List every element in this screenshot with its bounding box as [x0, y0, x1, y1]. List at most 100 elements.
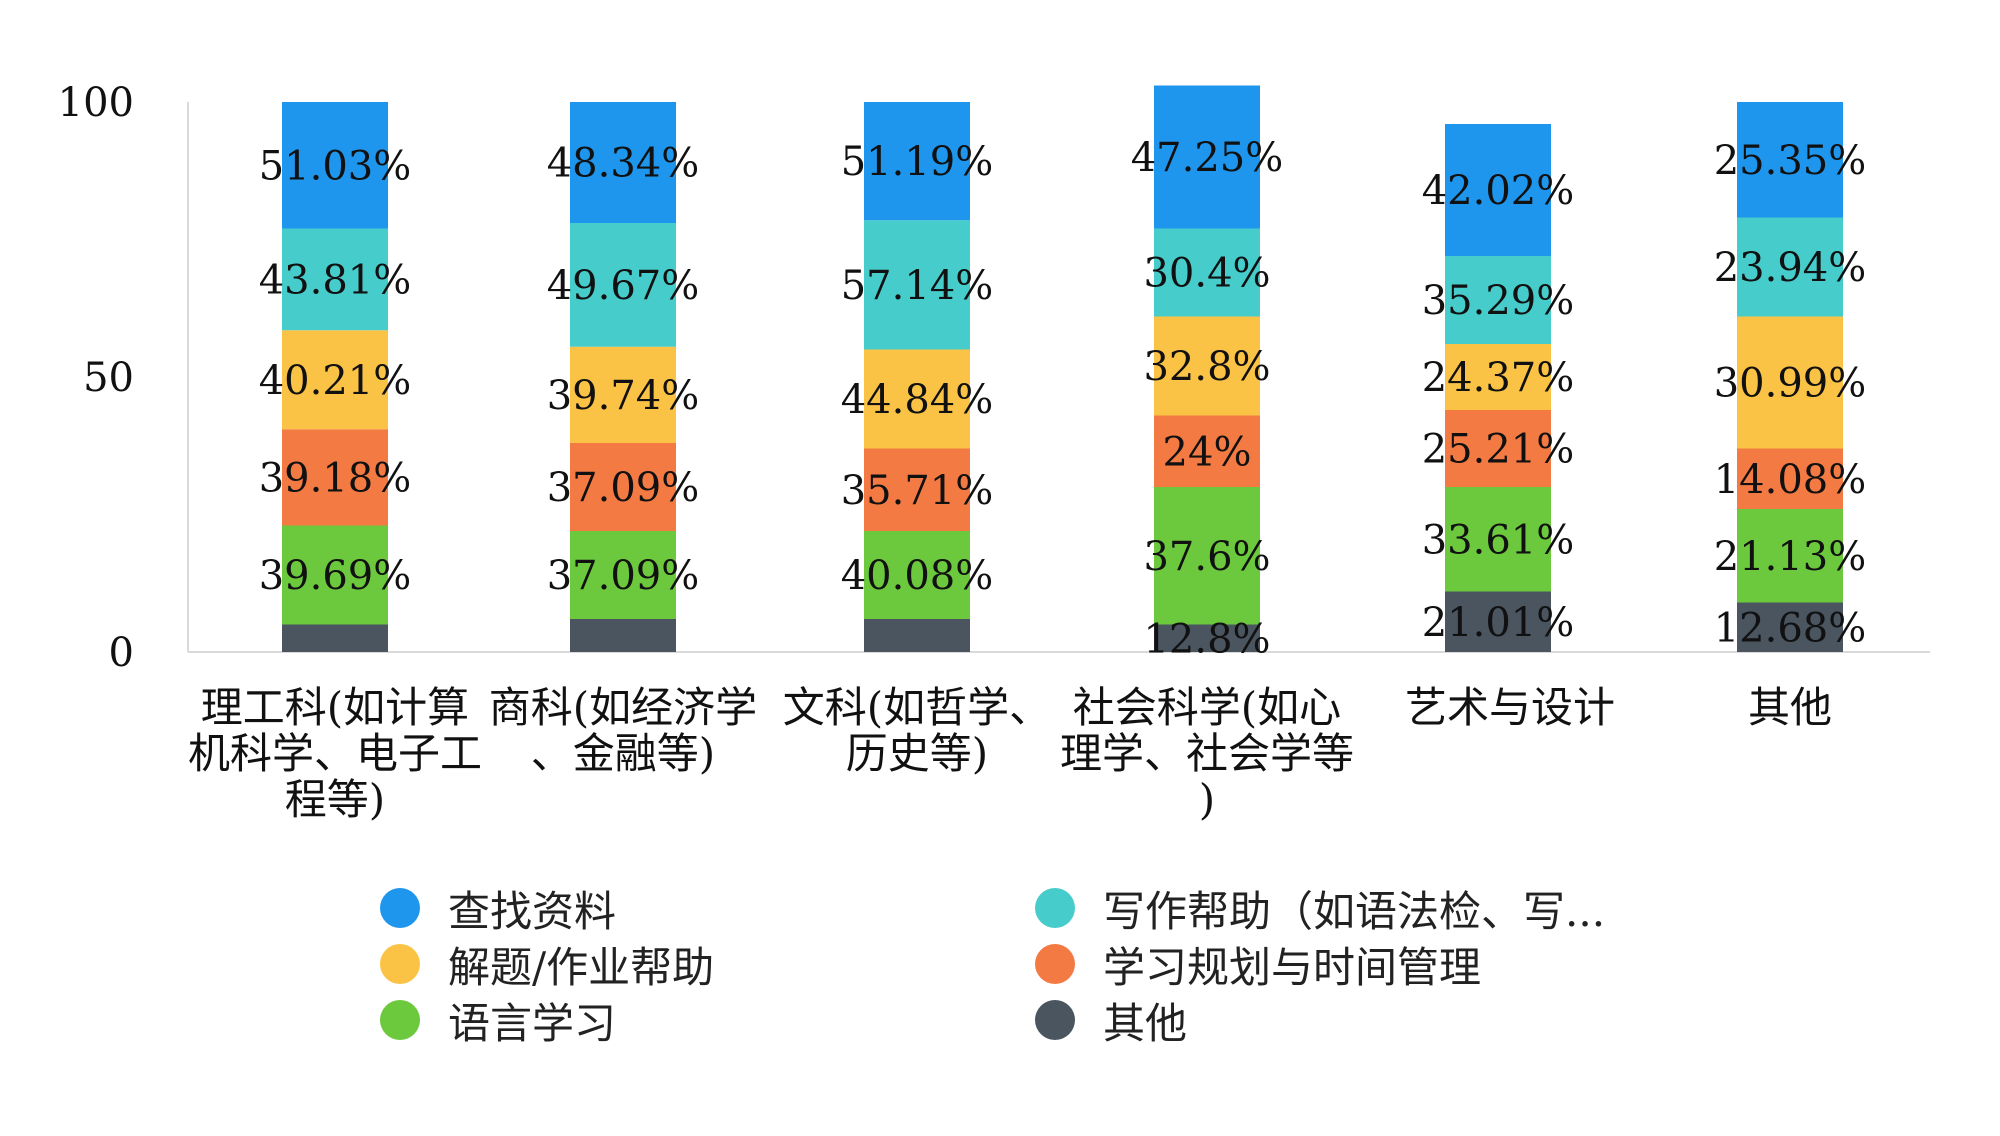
bar-segment	[864, 448, 970, 531]
x-axis-category-label: 、金融等)	[531, 729, 715, 778]
x-axis-category-label: 社会科学(如心	[1073, 683, 1341, 732]
x-axis-category-label: 历史等)	[846, 729, 988, 778]
legend-label: 写作帮助（如语法检、写...	[1103, 886, 1606, 936]
bar-segment	[282, 330, 388, 430]
bar-segment	[1737, 448, 1843, 509]
legend-swatch	[1035, 888, 1075, 928]
chart-axes: 0 50 100	[58, 80, 1930, 676]
data-label: 12.8%	[1143, 616, 1270, 662]
chart-segment-labels: 12.8% 21.01% 12.68% 39.69% 37.09% 40.08% 37.6%…	[259, 135, 1867, 662]
data-label: 14.08%	[1714, 457, 1867, 503]
bar-segment	[1154, 316, 1260, 416]
x-axis-category-label: 商科(如经济学	[489, 683, 757, 732]
bar-segment	[1445, 344, 1551, 410]
bar-segment	[1737, 102, 1843, 218]
data-label: 43.81%	[259, 257, 412, 303]
data-label: 44.84%	[841, 377, 994, 423]
data-label: 39.74%	[547, 373, 700, 419]
bar-segment	[570, 531, 676, 619]
legend-label: 其他	[1103, 998, 1188, 1048]
bar-segment	[864, 349, 970, 449]
bar-segment	[864, 220, 970, 350]
bar-segment	[1154, 624, 1260, 652]
bar-segment	[1154, 228, 1260, 317]
data-label: 21.01%	[1422, 600, 1575, 646]
bar-segment	[1154, 415, 1260, 487]
legend-item[interactable]: 写作帮助（如语法检、写...	[1035, 880, 1605, 936]
bar-segment	[282, 102, 388, 229]
bar-segment	[864, 102, 970, 221]
data-label: 42.02%	[1422, 168, 1575, 214]
data-label: 39.69%	[259, 553, 412, 599]
data-label: 24%	[1163, 429, 1252, 475]
bar-segment	[570, 346, 676, 443]
data-label: 35.71%	[841, 468, 994, 514]
legend-swatch	[380, 888, 420, 928]
x-axis-category-label: )	[1199, 775, 1215, 824]
data-label: 47.25%	[1131, 135, 1284, 181]
y-axis-tick-label: 50	[83, 355, 134, 401]
bar-segment	[1737, 509, 1843, 603]
data-label: 35.29%	[1422, 278, 1575, 324]
bar-segment	[1445, 487, 1551, 592]
data-label: 23.94%	[1714, 245, 1867, 291]
legend-swatch	[1035, 1000, 1075, 1040]
legend-item[interactable]: 解题/作业帮助	[380, 936, 714, 992]
bar-segment	[570, 619, 676, 652]
legend-item[interactable]: 语言学习	[380, 992, 616, 1048]
bar-segment	[1445, 591, 1551, 652]
legend-swatch	[380, 944, 420, 984]
data-label: 33.61%	[1422, 517, 1575, 563]
data-label: 25.35%	[1714, 138, 1867, 184]
y-axis-tick-label: 0	[109, 630, 134, 676]
legend-label: 查找资料	[448, 886, 617, 936]
bar-segment	[864, 531, 970, 619]
data-label: 21.13%	[1714, 534, 1867, 580]
bar-segment	[1445, 410, 1551, 487]
bar-segment	[1445, 256, 1551, 344]
x-axis-category-label: 程等)	[285, 775, 385, 824]
bar-segment	[570, 102, 676, 223]
data-label: 12.68%	[1714, 605, 1867, 651]
data-label: 39.18%	[259, 455, 412, 501]
bar-segment	[1445, 124, 1551, 256]
chart-bars	[282, 85, 1843, 652]
data-label: 48.34%	[547, 141, 700, 187]
data-label: 30.99%	[1714, 361, 1867, 407]
data-label: 49.67%	[547, 263, 700, 309]
bar-segment	[282, 525, 388, 625]
data-label: 37.6%	[1143, 534, 1270, 580]
data-label: 37.09%	[547, 465, 700, 511]
data-label: 51.03%	[259, 143, 412, 189]
x-axis-category-label: 理学、社会学等	[1060, 729, 1354, 778]
data-label: 51.19%	[841, 139, 994, 185]
x-axis-category-label: 其他	[1748, 683, 1832, 732]
x-axis-category-label: 艺术与设计	[1405, 683, 1615, 732]
data-label: 24.37%	[1422, 355, 1575, 401]
x-axis-category-label: 文科(如哲学、	[783, 683, 1051, 732]
bar-segment	[1154, 85, 1260, 229]
bar-segment	[570, 443, 676, 531]
data-label: 32.8%	[1143, 344, 1270, 390]
bar-segment	[282, 624, 388, 652]
legend-label: 学习规划与时间管理	[1103, 942, 1482, 992]
x-axis-category-label: 理工科(如计算	[201, 683, 469, 732]
bar-segment	[1737, 602, 1843, 652]
data-label: 25.21%	[1422, 427, 1575, 473]
bar-segment	[1154, 487, 1260, 625]
data-label: 57.14%	[841, 263, 994, 309]
bar-segment	[1737, 217, 1843, 317]
bar-segment	[282, 429, 388, 526]
legend-item[interactable]: 查找资料	[380, 880, 616, 936]
legend-item[interactable]: 学习规划与时间管理	[1035, 936, 1481, 992]
data-label: 40.21%	[259, 358, 412, 404]
bar-segment	[864, 619, 970, 652]
legend-item[interactable]: 其他	[1035, 992, 1187, 1048]
bar-segment	[1737, 316, 1843, 449]
x-axis-category-label: 机科学、电子工	[188, 729, 482, 778]
legend-swatch	[1035, 944, 1075, 984]
data-label: 37.09%	[547, 553, 700, 599]
data-label: 30.4%	[1143, 251, 1270, 297]
